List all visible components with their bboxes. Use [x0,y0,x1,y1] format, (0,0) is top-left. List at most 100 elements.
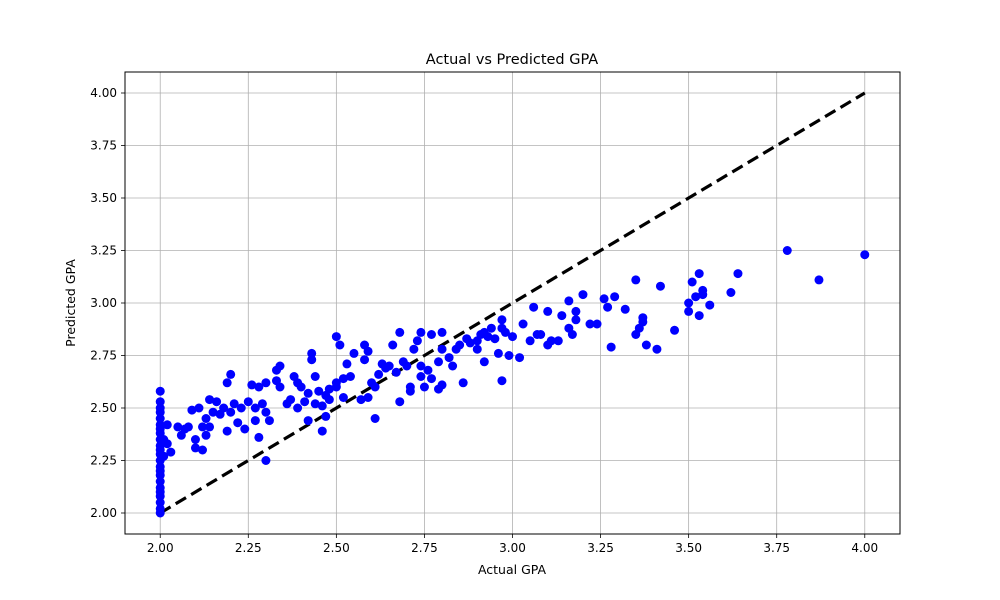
y-tick-label: 3.25 [90,244,117,258]
data-point [155,462,165,472]
data-point [155,386,165,396]
data-point [208,407,218,417]
data-point [687,277,697,287]
data-point [585,319,595,329]
data-point [705,300,715,310]
data-point [286,395,296,405]
x-tick-label: 2.00 [147,541,174,555]
data-point [684,298,694,308]
data-point [324,395,334,405]
data-point [416,361,426,371]
y-tick-label: 3.00 [90,296,117,310]
chart-title: Actual vs Predicted GPA [426,52,599,68]
y-tick-label: 2.50 [90,401,117,415]
data-point [684,306,694,316]
data-point [426,330,436,339]
data-point [395,397,405,407]
data-point [275,361,285,371]
data-point [310,399,320,409]
data-point [194,403,204,413]
data-point [465,338,475,348]
data-points [155,246,870,518]
y-tick-label: 2.00 [90,506,117,520]
data-point [578,290,588,300]
data-point [370,414,380,423]
data-point [455,340,465,350]
data-point [388,340,398,350]
data-point [546,336,556,346]
data-point [300,397,310,407]
data-point [409,344,419,354]
data-point [226,407,236,417]
x-tick-label: 3.25 [587,541,614,555]
data-point [437,344,447,354]
data-point [655,281,665,291]
data-point [782,246,792,255]
reference-line [159,91,866,515]
data-point [571,315,581,325]
data-point [314,386,324,396]
data-point [652,344,662,354]
data-point [374,369,384,379]
data-point [620,304,630,314]
data-point [159,451,169,461]
data-point [275,382,285,392]
data-point [631,275,641,285]
data-point [472,344,482,354]
data-point [518,319,528,329]
data-point [321,411,331,421]
data-point [155,504,165,514]
data-point [212,397,222,407]
data-point [201,414,211,423]
data-point [412,336,422,346]
data-point [814,275,824,285]
y-tick-label: 2.25 [90,454,117,468]
data-point [247,380,257,390]
data-point [166,447,176,457]
data-point [226,369,236,379]
data-point [162,420,172,430]
data-point [416,327,426,337]
data-point [536,330,546,339]
data-point [257,399,267,409]
data-point [504,351,514,360]
data-point [254,432,264,442]
data-point [603,302,613,312]
data-point [497,376,507,386]
x-axis-label: Actual GPA [478,562,547,577]
data-point [638,313,648,323]
data-point [500,327,510,337]
data-point [222,426,232,436]
data-point [331,378,341,388]
x-tick-label: 3.00 [499,541,526,555]
data-point [444,353,454,363]
data-point [610,292,620,302]
data-point [155,403,165,413]
data-point [162,439,172,449]
data-point [307,348,317,358]
data-point [335,340,345,350]
data-point [360,355,370,365]
data-point [483,332,493,342]
data-point [222,378,232,388]
data-point [694,269,704,279]
data-point [691,292,701,302]
data-point [384,361,394,371]
data-point [423,365,433,375]
data-point [508,332,517,342]
data-point [250,416,260,426]
x-axis-ticks: 2.00 2.25 2.50 2.75 3.00 3.25 3.50 3.75 4.00 [147,534,878,555]
data-point [434,357,444,367]
data-point [261,378,271,388]
data-point [324,384,334,394]
data-point [437,327,447,337]
data-point [641,340,651,350]
y-tick-label: 3.75 [90,139,117,153]
data-point [303,416,313,426]
data-point [860,250,870,260]
data-point [233,418,243,428]
data-point [250,403,260,413]
data-point [155,414,165,423]
data-point [155,397,165,407]
